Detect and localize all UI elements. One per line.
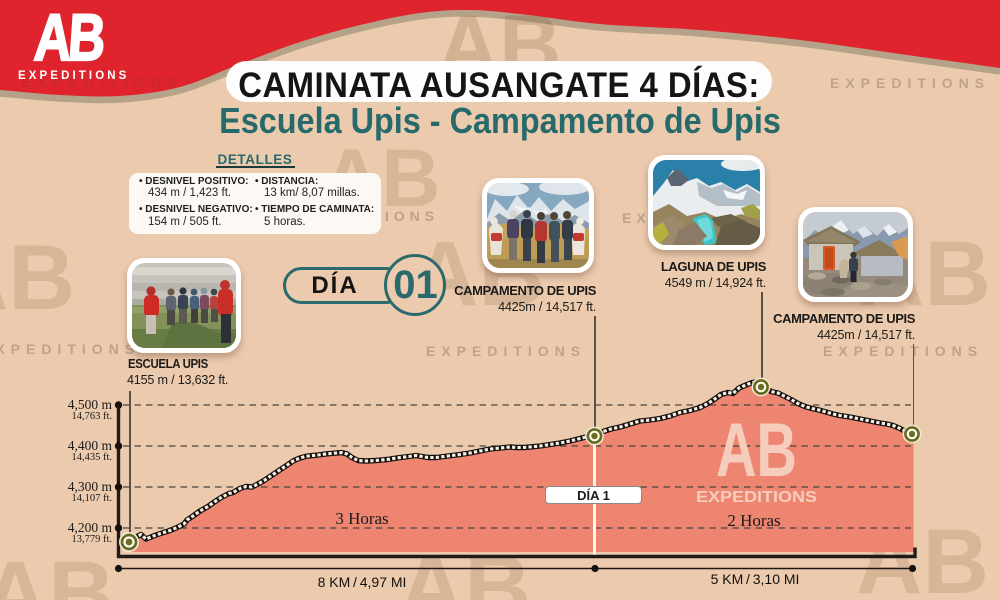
svg-text:EXPEDITIONS: EXPEDITIONS bbox=[696, 489, 817, 506]
svg-text:AB: AB bbox=[716, 408, 797, 493]
